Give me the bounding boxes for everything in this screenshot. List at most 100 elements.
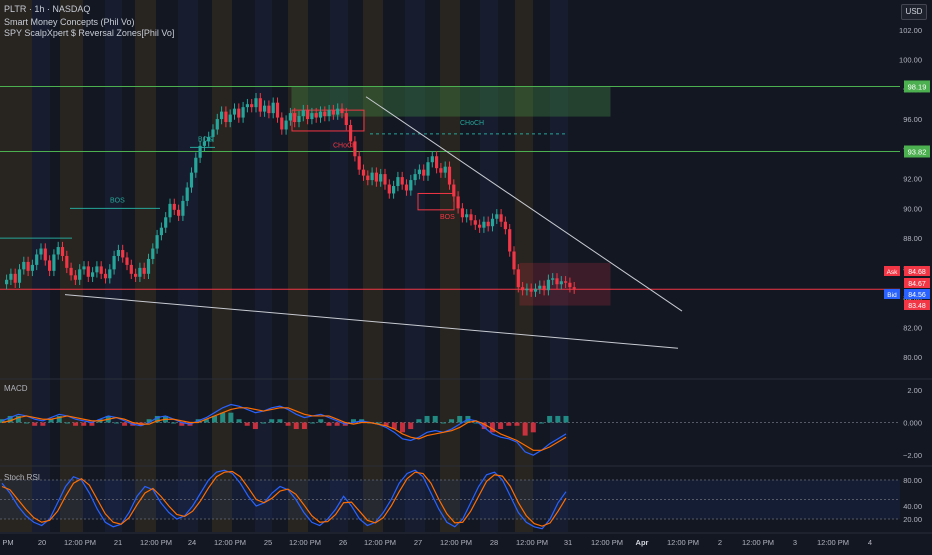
macd-histogram-bar bbox=[326, 422, 332, 426]
y-tick-label: 82.00 bbox=[903, 323, 922, 332]
candle bbox=[336, 108, 340, 115]
stoch-d-line bbox=[1, 470, 567, 527]
candle bbox=[129, 264, 133, 274]
price-tag-value: 83.48 bbox=[908, 303, 926, 310]
x-tick-label: 12:00 PM bbox=[817, 538, 849, 547]
indicator-reversal-zones-label: SPY ScalpXpert $ Reversal Zones[Phil Vo] bbox=[4, 28, 175, 38]
macd-histogram-bar bbox=[252, 422, 258, 430]
macd-histogram-bar bbox=[113, 422, 119, 424]
session-band bbox=[363, 0, 383, 532]
macd-histogram-bar bbox=[310, 422, 316, 424]
candle bbox=[409, 180, 413, 191]
candle bbox=[121, 250, 125, 258]
price-tag-value: 84.68 bbox=[908, 269, 926, 276]
candle bbox=[108, 269, 112, 279]
y-tick-label: 88.00 bbox=[903, 234, 922, 243]
candle bbox=[482, 221, 486, 228]
candle bbox=[538, 285, 542, 289]
macd-histogram-bar bbox=[146, 419, 152, 423]
macd-histogram-bar bbox=[563, 415, 569, 423]
x-tick-label: 31 bbox=[564, 538, 572, 547]
price-tag-label: Bid bbox=[887, 292, 897, 299]
macd-histogram-bar bbox=[203, 419, 209, 423]
candle bbox=[404, 184, 409, 191]
candle bbox=[211, 129, 215, 137]
smc-label: BOS bbox=[440, 214, 455, 221]
session-band bbox=[32, 0, 50, 532]
price-tag-bg bbox=[904, 300, 930, 310]
candle bbox=[78, 269, 82, 280]
candle bbox=[112, 255, 116, 270]
stoch-rsi-pane-title: Stoch RSI bbox=[4, 473, 41, 482]
candle bbox=[224, 111, 228, 123]
candle bbox=[254, 98, 258, 108]
session-band bbox=[440, 0, 460, 532]
candle bbox=[159, 227, 163, 236]
macd-histogram-bar bbox=[81, 422, 87, 426]
candle bbox=[314, 113, 318, 118]
x-tick-label: PM bbox=[2, 538, 13, 547]
candle bbox=[258, 98, 262, 112]
candle bbox=[387, 184, 391, 194]
candle bbox=[400, 177, 404, 185]
candle bbox=[508, 229, 512, 252]
candle bbox=[82, 266, 86, 270]
macd-histogram-bar bbox=[318, 419, 324, 423]
candle bbox=[245, 104, 249, 108]
price-tag-bg bbox=[904, 289, 930, 299]
macd-histogram-bar bbox=[154, 415, 160, 423]
candle bbox=[417, 169, 421, 175]
candle bbox=[340, 108, 344, 114]
candle bbox=[86, 266, 90, 277]
candle bbox=[366, 175, 370, 181]
candle bbox=[349, 125, 353, 142]
candle bbox=[39, 248, 43, 255]
candle bbox=[456, 196, 460, 209]
candle bbox=[379, 174, 383, 182]
currency-button[interactable]: USD bbox=[901, 4, 927, 20]
macd-histogram-bar bbox=[277, 419, 283, 423]
indicator-smart-money-label: Smart Money Concepts (Phil Vo) bbox=[4, 17, 135, 27]
x-tick-label: 21 bbox=[114, 538, 122, 547]
candle bbox=[460, 208, 464, 218]
macd-y-tick-label: −2.00 bbox=[903, 451, 922, 460]
candle bbox=[439, 168, 443, 173]
x-tick-label: Apr bbox=[636, 538, 649, 547]
macd-histogram-bar bbox=[228, 412, 234, 423]
candle bbox=[297, 116, 301, 123]
candle bbox=[116, 250, 120, 256]
x-tick-label: 27 bbox=[414, 538, 422, 547]
x-tick-label: 12:00 PM bbox=[364, 538, 396, 547]
candle bbox=[564, 281, 568, 283]
candle bbox=[103, 273, 108, 279]
macd-histogram-bar bbox=[40, 422, 46, 426]
candle bbox=[172, 203, 176, 210]
candle bbox=[220, 111, 224, 120]
stoch-y-tick-label: 20.00 bbox=[903, 515, 922, 524]
candle bbox=[232, 108, 237, 115]
candle bbox=[288, 113, 292, 121]
candle bbox=[344, 113, 348, 126]
candle bbox=[138, 267, 142, 277]
session-band bbox=[288, 0, 308, 532]
macd-histogram-bar bbox=[555, 415, 561, 423]
candle bbox=[189, 172, 194, 188]
candle bbox=[559, 281, 563, 285]
session-band bbox=[255, 0, 272, 532]
candle bbox=[572, 287, 576, 289]
candle bbox=[177, 209, 181, 216]
macd-histogram-bar bbox=[400, 422, 406, 433]
session-band bbox=[515, 0, 533, 532]
candle bbox=[533, 288, 538, 292]
stoch-y-tick-label: 40.00 bbox=[903, 502, 922, 511]
candle bbox=[198, 145, 202, 158]
trendline-upper bbox=[365, 96, 683, 312]
candle bbox=[5, 279, 9, 285]
price-tag-bg bbox=[904, 145, 930, 158]
macd-histogram-bar bbox=[244, 422, 250, 426]
candle bbox=[499, 214, 503, 222]
candle bbox=[228, 114, 232, 123]
macd-histogram-bar bbox=[48, 419, 54, 423]
